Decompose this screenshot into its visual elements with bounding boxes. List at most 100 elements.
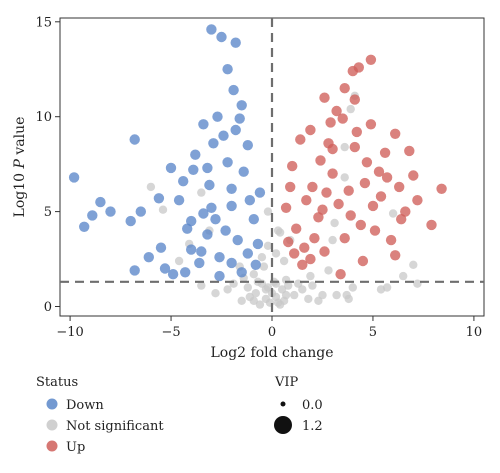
point-up-12 bbox=[412, 195, 423, 206]
point-down-6 bbox=[165, 162, 177, 174]
point-down-19 bbox=[228, 84, 239, 96]
point-not-significant-39 bbox=[271, 249, 281, 258]
point-up-43 bbox=[309, 233, 320, 244]
legend-not-significant-label: Not significant bbox=[66, 419, 164, 434]
point-not-significant-44 bbox=[197, 188, 206, 197]
x-axis-label: Log2 fold change bbox=[210, 345, 333, 361]
point-up-28 bbox=[291, 223, 302, 234]
point-down-37 bbox=[244, 195, 255, 206]
point-not-significant-48 bbox=[340, 173, 349, 182]
point-up-40 bbox=[355, 219, 366, 231]
point-not-significant-57 bbox=[409, 260, 418, 269]
point-down-36 bbox=[252, 238, 264, 250]
point-down-0 bbox=[68, 172, 80, 183]
point-up-19 bbox=[357, 255, 369, 267]
point-down-20 bbox=[236, 100, 247, 111]
point-up-52 bbox=[321, 187, 332, 198]
point-up-14 bbox=[390, 250, 401, 261]
legend-up-label: Up bbox=[66, 440, 85, 455]
point-up-16 bbox=[297, 259, 308, 270]
point-down-34 bbox=[180, 267, 191, 278]
point-up-23 bbox=[327, 168, 338, 179]
point-down-11 bbox=[143, 252, 154, 263]
point-up-1 bbox=[353, 62, 364, 73]
point-down-54 bbox=[250, 259, 261, 270]
point-down-18 bbox=[222, 63, 233, 75]
point-down-10 bbox=[155, 242, 167, 253]
point-up-20 bbox=[335, 269, 346, 280]
point-up-46 bbox=[285, 181, 296, 193]
point-not-significant-50 bbox=[330, 218, 339, 228]
point-not-significant-22 bbox=[332, 290, 341, 300]
point-down-41 bbox=[222, 157, 233, 168]
point-not-significant-58 bbox=[413, 279, 422, 288]
x-tick-label-3: 5 bbox=[369, 325, 377, 340]
point-up-11 bbox=[436, 183, 447, 194]
point-up-58 bbox=[289, 248, 300, 259]
point-down-29 bbox=[186, 244, 197, 255]
point-not-significant-49 bbox=[388, 209, 398, 218]
point-down-16 bbox=[216, 31, 227, 43]
point-up-37 bbox=[327, 143, 338, 155]
point-up-7 bbox=[305, 124, 316, 136]
point-not-significant-42 bbox=[146, 182, 156, 192]
y-tick-label-2: 10 bbox=[35, 110, 52, 125]
point-down-38 bbox=[178, 176, 189, 187]
point-down-2 bbox=[105, 206, 116, 217]
point-up-2 bbox=[365, 54, 377, 65]
legend-not-significant-swatch bbox=[46, 419, 58, 431]
point-down-5 bbox=[129, 134, 140, 145]
legend-up-swatch bbox=[46, 440, 58, 452]
point-not-significant-7 bbox=[290, 290, 299, 300]
point-not-significant-67 bbox=[249, 270, 258, 279]
point-up-25 bbox=[375, 191, 387, 202]
point-not-significant-34 bbox=[281, 290, 291, 300]
point-up-26 bbox=[394, 181, 405, 193]
point-down-49 bbox=[242, 140, 253, 151]
y-axis-label: Log10 P value bbox=[12, 117, 28, 218]
point-up-42 bbox=[400, 206, 411, 217]
point-up-48 bbox=[339, 83, 350, 94]
point-up-55 bbox=[349, 141, 360, 153]
point-up-33 bbox=[301, 195, 312, 206]
point-down-52 bbox=[204, 179, 215, 191]
point-not-significant-45 bbox=[346, 104, 355, 114]
point-down-24 bbox=[230, 124, 241, 136]
data-points bbox=[68, 24, 447, 309]
point-up-21 bbox=[287, 160, 298, 172]
point-down-33 bbox=[214, 270, 225, 282]
point-not-significant-29 bbox=[275, 300, 285, 309]
point-not-significant-15 bbox=[223, 285, 232, 294]
point-down-4 bbox=[79, 221, 90, 232]
x-tick-label-0: −10 bbox=[56, 325, 83, 340]
y-axis-ticks: 0 5 10 15 bbox=[35, 15, 60, 315]
point-not-significant-51 bbox=[328, 235, 337, 245]
point-up-44 bbox=[343, 185, 354, 196]
vip-small-marker bbox=[280, 401, 286, 407]
point-not-significant-47 bbox=[340, 142, 349, 152]
point-up-56 bbox=[331, 105, 342, 117]
point-up-32 bbox=[280, 202, 292, 213]
x-axis-ticks: −10 −5 0 5 10 bbox=[56, 316, 482, 340]
point-up-15 bbox=[283, 236, 294, 248]
point-up-5 bbox=[337, 113, 348, 124]
point-down-48 bbox=[173, 195, 185, 206]
x-tick-label-4: 10 bbox=[466, 325, 483, 340]
point-up-17 bbox=[319, 246, 330, 257]
point-not-significant-1 bbox=[251, 289, 260, 298]
point-not-significant-21 bbox=[304, 294, 313, 304]
point-up-4 bbox=[349, 94, 360, 105]
y-tick-label-3: 15 bbox=[35, 15, 52, 30]
point-down-50 bbox=[218, 130, 229, 141]
point-not-significant-63 bbox=[263, 207, 273, 216]
status-legend-title: Status bbox=[36, 375, 78, 390]
vip-legend-title: VIP bbox=[274, 375, 299, 390]
point-not-significant-59 bbox=[399, 271, 408, 281]
point-down-35 bbox=[194, 257, 205, 269]
point-up-57 bbox=[367, 200, 379, 212]
point-down-1 bbox=[95, 196, 106, 208]
point-down-53 bbox=[254, 187, 266, 198]
point-up-6 bbox=[351, 126, 362, 138]
point-up-30 bbox=[369, 225, 381, 236]
